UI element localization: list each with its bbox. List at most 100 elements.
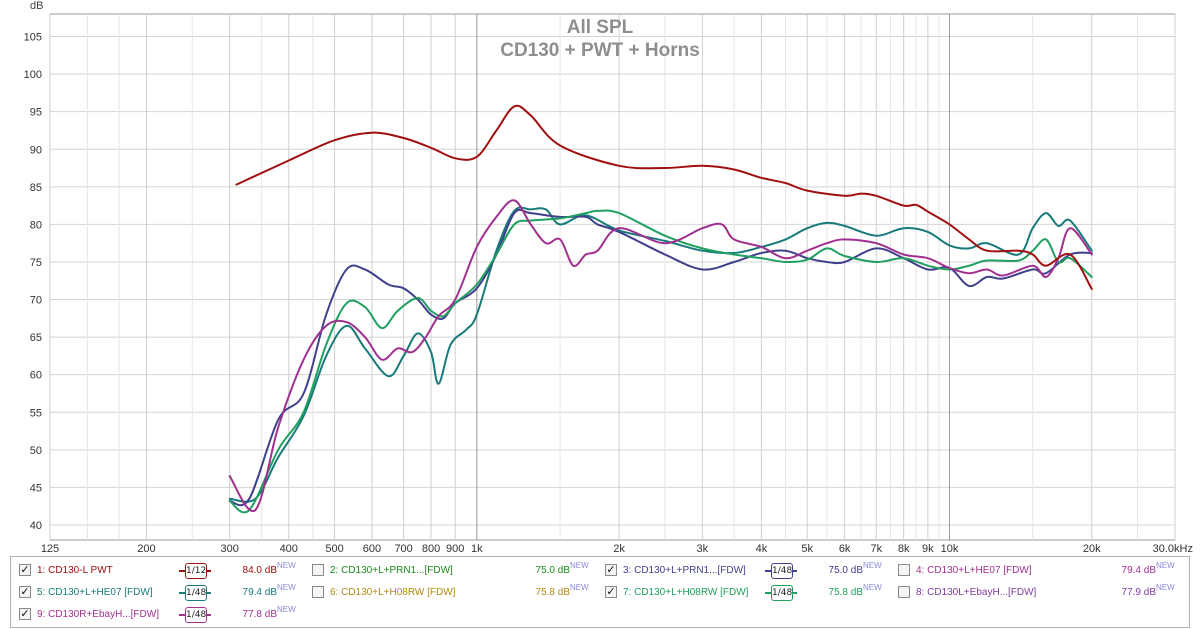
legend-item: 4: CD130+L+HE07 [FDW] 79.4 dB NEW: [898, 560, 1183, 582]
legend-checkbox[interactable]: ✓: [605, 564, 617, 576]
x-tick-label: 6k: [839, 543, 851, 555]
x-tick-label: 7k: [870, 543, 882, 555]
legend-value: 75.0 dB: [828, 565, 863, 576]
legend-checkbox[interactable]: ✓: [19, 564, 31, 576]
legend-item: ✓ 3: CD130+L+PRN1...[FDW] 1/48 75.0 dB NEW: [605, 560, 890, 582]
new-badge: NEW: [1156, 583, 1175, 592]
x-tick-label: 600: [363, 543, 381, 555]
x-tick-label: 3k: [697, 543, 709, 555]
legend-checkbox[interactable]: [312, 564, 324, 576]
smoothing-control[interactable]: 1/48: [765, 563, 797, 579]
series-line-1: [235, 104, 1093, 290]
x-tick-label: 5k: [801, 543, 813, 555]
legend-checkbox[interactable]: ✓: [19, 586, 31, 598]
y-tick-label: 90: [30, 144, 42, 156]
legend-label[interactable]: 4: CD130+L+HE07 [FDW]: [916, 565, 1032, 576]
x-tick-label: 125: [41, 543, 59, 555]
x-tick-label: 300: [221, 543, 239, 555]
legend-checkbox[interactable]: ✓: [19, 608, 31, 620]
legend-value: 79.4 dB: [242, 587, 277, 598]
y-tick-label: 65: [30, 332, 42, 344]
series-line-3: [228, 208, 1093, 507]
new-badge: NEW: [570, 561, 589, 570]
legend-checkbox[interactable]: [898, 564, 910, 576]
series-layer: [228, 104, 1093, 514]
x-tick-label: 400: [280, 543, 298, 555]
legend-value: 75.8 dB: [828, 587, 863, 598]
new-badge: NEW: [570, 583, 589, 592]
y-tick-label: 75: [30, 257, 42, 269]
chart-title: All SPL: [567, 17, 634, 38]
y-tick-label: 95: [30, 107, 42, 119]
smoothing-label: 1/48: [771, 563, 793, 579]
chart: 40 45 50 55 60 65 70 75 80 85 90 95 100 105 125 200 300 4…: [24, 0, 1193, 555]
x-tick-label: 20k: [1083, 543, 1101, 555]
smoothing-control[interactable]: 1/48: [179, 585, 211, 601]
legend-label[interactable]: 9: CD130R+EbayH...[FDW]: [37, 609, 159, 620]
legend-value: 77.8 dB: [242, 609, 277, 620]
legend-label[interactable]: 6: CD130+L+H08RW [FDW]: [330, 587, 456, 598]
legend-item: ✓ 9: CD130R+EbayH...[FDW] 1/48 77.8 dB NEW: [19, 604, 304, 626]
x-tick-label: 900: [446, 543, 464, 555]
legend-label[interactable]: 1: CD130-L PWT: [37, 565, 113, 576]
series-line-2: [228, 206, 1093, 503]
y-tick-label: 100: [24, 69, 42, 81]
x-tick-label: 9k: [922, 543, 934, 555]
x-tick-label: 700: [394, 543, 412, 555]
y-tick-label: 55: [30, 407, 42, 419]
legend-item: 8: CD130L+EbayH...[FDW] 77.9 dB NEW: [898, 582, 1183, 604]
y-tick-label: 105: [24, 32, 42, 44]
legend-item: 6: CD130+L+H08RW [FDW] 75.8 dB NEW: [312, 582, 597, 604]
smoothing-label: 1/12: [185, 563, 207, 579]
new-badge: NEW: [277, 583, 296, 592]
legend-label[interactable]: 3: CD130+L+PRN1...[FDW]: [623, 565, 746, 576]
y-tick-label: 60: [30, 370, 42, 382]
legend-value: 75.8 dB: [535, 587, 570, 598]
y-tick-label: 85: [30, 182, 42, 194]
new-badge: NEW: [863, 561, 882, 570]
new-badge: NEW: [277, 605, 296, 614]
chart-subtitle: CD130 + PWT + Horns: [500, 40, 700, 61]
series-line-4: [228, 209, 1093, 514]
legend-label[interactable]: 7: CD130+L+H08RW [FDW]: [623, 587, 749, 598]
legend-label[interactable]: 5: CD130+L+HE07 [FDW]: [37, 587, 153, 598]
x-tick-label: 8k: [898, 543, 910, 555]
x-tick-label: 1k: [471, 543, 483, 555]
y-axis-label: dB: [30, 0, 43, 12]
legend-item: ✓ 1: CD130-L PWT 1/12 84.0 dB NEW: [19, 560, 304, 582]
legend-checkbox[interactable]: ✓: [605, 586, 617, 598]
legend-label[interactable]: 2: CD130+L+PRN1...[FDW]: [330, 565, 453, 576]
smoothing-control[interactable]: 1/12: [179, 563, 211, 579]
smoothing-control[interactable]: 1/48: [765, 585, 797, 601]
x-tick-label: 10k: [941, 543, 959, 555]
x-tick-label: 500: [325, 543, 343, 555]
legend-item: 2: CD130+L+PRN1...[FDW] 75.0 dB NEW: [312, 560, 597, 582]
smoothing-label: 1/48: [771, 585, 793, 601]
x-tick-label: 4k: [756, 543, 768, 555]
y-tick-label: 80: [30, 219, 42, 231]
grid: [49, 14, 1176, 540]
legend-item: ✓ 5: CD130+L+HE07 [FDW] 1/48 79.4 dB NEW: [19, 582, 304, 604]
x-tick-label: 200: [137, 543, 155, 555]
smoothing-control[interactable]: 1/48: [179, 607, 211, 623]
y-tick-label: 40: [30, 520, 42, 532]
x-tick-label: 2k: [613, 543, 625, 555]
legend-value: 77.9 dB: [1121, 587, 1156, 598]
y-tick-label: 50: [30, 445, 42, 457]
y-tick-label: 70: [30, 295, 42, 307]
new-badge: NEW: [1156, 561, 1175, 570]
x-tick-label: 800: [422, 543, 440, 555]
legend-item: ✓ 7: CD130+L+H08RW [FDW] 1/48 75.8 dB NEW: [605, 582, 890, 604]
smoothing-label: 1/48: [185, 607, 207, 623]
legend-checkbox[interactable]: [312, 586, 324, 598]
series-line-5: [228, 199, 1093, 513]
smoothing-label: 1/48: [185, 585, 207, 601]
legend-label[interactable]: 8: CD130L+EbayH...[FDW]: [916, 587, 1037, 598]
new-badge: NEW: [863, 583, 882, 592]
legend-value: 84.0 dB: [242, 565, 277, 576]
x-tick-label: 30.0kHz: [1153, 543, 1193, 555]
legend-checkbox[interactable]: [898, 586, 910, 598]
tick-labels: 40 45 50 55 60 65 70 75 80 85 90 95 100 105 125 200 300 4…: [24, 32, 1193, 555]
legend-value: 79.4 dB: [1121, 565, 1156, 576]
legend-panel: ✓ 1: CD130-L PWT 1/12 84.0 dB NEW 2: CD130+L+…: [10, 556, 1190, 628]
